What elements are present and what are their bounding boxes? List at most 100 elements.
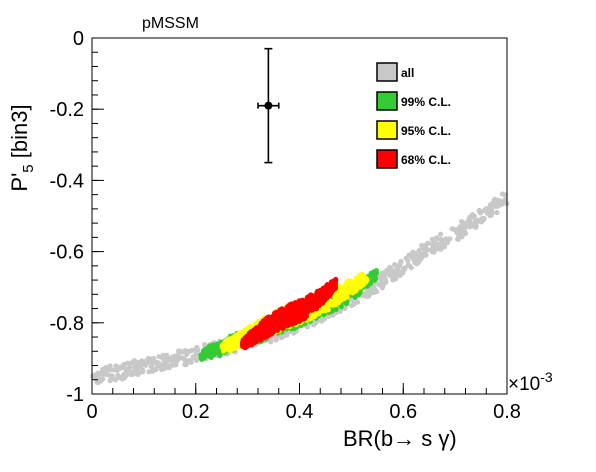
scatter-point	[313, 319, 319, 326]
scatter-point	[242, 344, 248, 350]
scatter-point	[190, 354, 196, 360]
scatter-point	[198, 356, 205, 362]
scatter-point	[144, 359, 150, 365]
y-axis-label-tail: [bin3]	[7, 104, 32, 164]
scatter-point	[245, 339, 251, 345]
scatter-point	[229, 335, 236, 341]
scatter-point	[316, 301, 322, 307]
scatter-point	[253, 338, 259, 345]
scatter-point	[469, 222, 475, 229]
scatter-point	[332, 294, 338, 300]
legend-label: 99% C.L.	[401, 95, 451, 109]
scatter-point	[268, 320, 274, 326]
scatter-point	[95, 377, 101, 384]
legend-label: all	[401, 66, 414, 80]
scatter-point	[367, 291, 373, 297]
scatter-point	[481, 208, 487, 214]
scatter-point	[130, 369, 136, 375]
scatter-point	[303, 305, 309, 311]
scatter-point	[443, 237, 449, 244]
measurement-marker	[264, 101, 273, 110]
scatter-point	[90, 373, 96, 379]
scatter-point	[148, 360, 155, 366]
scatter-point	[117, 364, 124, 370]
scatter-point	[416, 248, 422, 254]
y-tick-label: -0.2	[50, 99, 84, 121]
x-tick-label: 0.2	[182, 401, 210, 423]
scatter-point	[219, 343, 225, 349]
scatter-point	[139, 358, 145, 364]
x-axis-multiplier: ×10-3	[508, 369, 553, 395]
scatter-point	[405, 258, 411, 264]
scatter-point	[406, 262, 412, 268]
scatter-point	[181, 355, 187, 361]
scatter-point	[176, 348, 182, 354]
scatter-point	[273, 337, 279, 343]
scatter-point	[135, 362, 141, 368]
scatter-point	[412, 251, 418, 257]
scatter-point	[251, 327, 258, 333]
scatter-point	[333, 306, 339, 312]
legend: all 99% C.L. 95% C.L. 68% C.L.	[376, 62, 451, 169]
scatter-points	[90, 191, 510, 386]
scatter-point	[470, 214, 476, 220]
scatter-point	[380, 270, 386, 276]
scatter-point	[281, 324, 287, 330]
scatter-point	[266, 332, 272, 338]
scatter-point	[156, 360, 162, 366]
scatter-point	[406, 252, 412, 258]
scatter-point	[221, 348, 227, 354]
scatter-point	[363, 277, 370, 283]
scatter-point	[434, 245, 440, 251]
x-tick-label: 0.8	[493, 401, 521, 423]
scatter-point	[256, 334, 262, 340]
scatter-point	[356, 280, 362, 286]
scatter-point	[371, 269, 378, 275]
y-axis-label-main: P'	[7, 173, 32, 192]
scatter-point	[166, 363, 172, 369]
scatter-point	[184, 348, 190, 354]
scatter-point	[273, 321, 280, 327]
y-axis: 0 -0.2 -0.4 -0.6 -0.8 -1	[50, 28, 104, 406]
scatter-point	[107, 378, 113, 384]
scatter-point	[476, 208, 483, 215]
x-tick-label: 0.4	[286, 401, 314, 423]
x-axis: 0 0.2 0.4 0.6 0.8	[86, 383, 521, 423]
plot-frame	[91, 37, 508, 395]
scatter-point	[123, 367, 129, 373]
scatter-point	[449, 226, 455, 232]
legend-swatch	[376, 91, 398, 111]
scatter-point	[296, 318, 302, 324]
scatter-point	[109, 373, 115, 379]
scatter-point	[104, 371, 110, 378]
scatter-point	[285, 322, 291, 329]
scatter-point	[140, 367, 146, 373]
scatter-point	[291, 301, 297, 308]
scatter-point	[429, 236, 435, 243]
scatter-point	[285, 312, 291, 318]
scatter-point	[121, 361, 127, 368]
scatter-point	[402, 265, 408, 271]
scatter-point	[377, 280, 383, 287]
scatter-point	[397, 260, 403, 267]
y-tick-label: -0.4	[50, 170, 84, 192]
scatter-point	[351, 299, 357, 305]
scatter-point	[183, 362, 189, 368]
scatter-point	[214, 341, 220, 347]
scatter-point	[134, 371, 140, 377]
scatter-point	[174, 358, 180, 364]
scatter-point	[262, 325, 268, 331]
scatter-point	[236, 330, 242, 337]
scatter-point	[373, 288, 379, 294]
scatter-point	[107, 366, 113, 372]
scatter-point	[156, 354, 162, 360]
scatter-point	[321, 312, 327, 318]
scatter-point	[454, 229, 460, 236]
scatter-point	[117, 375, 123, 381]
scatter-point	[434, 235, 440, 241]
scatter-point	[421, 251, 428, 257]
scatter-point	[280, 314, 286, 320]
legend-label: 68% C.L.	[401, 153, 451, 167]
scatter-point	[318, 317, 325, 323]
